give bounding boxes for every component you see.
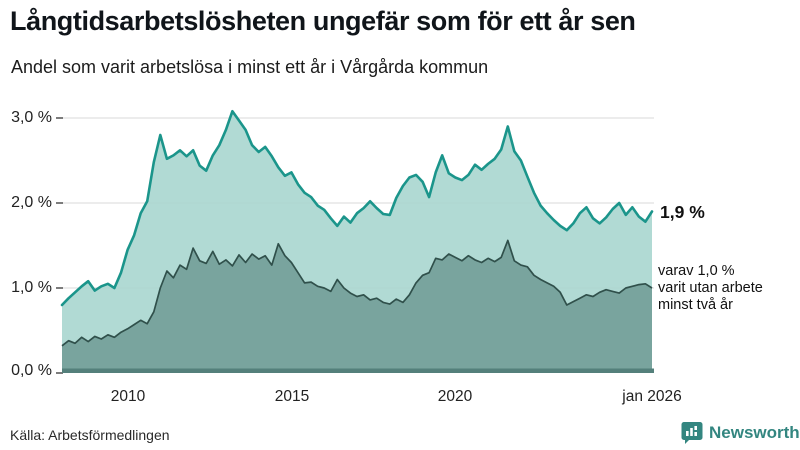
newsworthy-logo: Newsworthy: [681, 421, 800, 445]
annotation-subseries-line3: minst två år: [658, 297, 733, 313]
annotation-subseries-line2: varit utan arbete: [658, 280, 763, 296]
newsworthy-logo-text: Newsworthy: [709, 423, 800, 442]
x-axis-label-2020: 2020: [437, 388, 473, 405]
x-axis-label-jan-2026: jan 2026: [622, 388, 682, 405]
chart-title: Långtidsarbetslösheten ungefär som för e…: [10, 6, 636, 36]
annotation-subseries: varav 1,0 % varit utan arbete minst två …: [658, 263, 763, 314]
line-series-two-years: [61, 239, 653, 347]
x-axis-label-2015: 2015: [274, 388, 310, 405]
y-axis-label-0: 0,0 %: [11, 362, 52, 379]
annotation-subseries-line1: varav 1,0 %: [658, 263, 735, 279]
chart-subtitle: Andel som varit arbetslösa i minst ett å…: [11, 57, 489, 77]
y-axis-label-3: 3,0 %: [11, 109, 52, 126]
y-axis-label-2: 2,0 %: [11, 194, 52, 211]
line-series-total: [60, 109, 654, 307]
newsworthy-logo-icon: [681, 422, 703, 444]
annotation-latest-value: 1,9 %: [660, 202, 705, 222]
source-note: Källa: Arbetsförmedlingen: [10, 427, 170, 443]
axis-ticks: [56, 117, 63, 374]
area-series-two-years: [62, 240, 652, 373]
x-axis-label-2010: 2010: [110, 388, 146, 405]
y-axis-label-1: 1,0 %: [11, 279, 52, 296]
x-axis-line: [62, 368, 654, 373]
